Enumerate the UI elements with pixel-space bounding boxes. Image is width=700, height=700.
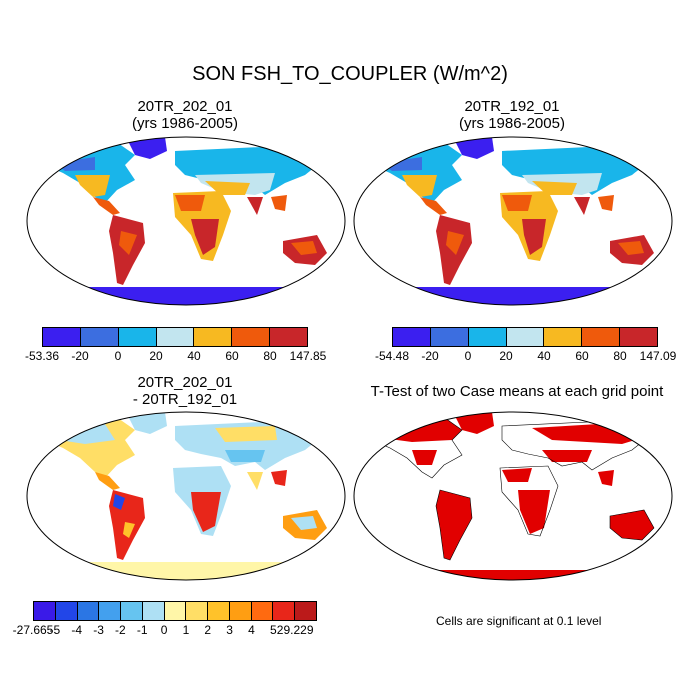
map-panel3 — [26, 411, 346, 581]
colorbar-swatch — [194, 328, 233, 346]
colorbar-swatch — [506, 328, 545, 346]
colorbar-tick-label: -4 — [71, 623, 83, 637]
colorbar-swatch — [43, 328, 81, 346]
colorbar-tick-label: -27.665 — [12, 623, 54, 637]
australia — [610, 510, 654, 540]
map-panel4 — [353, 411, 673, 581]
colorbar-tick-label: -1 — [136, 623, 148, 637]
colorbar-tick-label: -3 — [93, 623, 104, 637]
map-panel1 — [26, 136, 346, 306]
map-panel2 — [353, 136, 673, 306]
colorbar-swatch — [77, 602, 100, 620]
colorbar-tick-label: 4 — [248, 623, 255, 637]
colorbar-swatch — [582, 328, 621, 346]
panel3-title: 20TR_202_01 - 20TR_192_01 — [25, 374, 345, 408]
panel1-title: 20TR_202_01 (yrs 1986-2005) — [25, 98, 345, 132]
colorbar-panel3 — [33, 601, 317, 621]
colorbar-tick-label: 29.229 — [276, 623, 314, 637]
colorbar-swatch — [99, 602, 122, 620]
panel4-title: T-Test of two Case means at each grid po… — [370, 383, 664, 400]
colorbar-tick-label: 3 — [226, 623, 233, 637]
colorbar-swatch — [620, 328, 658, 346]
colorbar-swatch — [142, 602, 165, 620]
colorbar-swatch — [156, 328, 195, 346]
colorbar-tick-label: -20 — [71, 349, 89, 363]
colorbar-swatch — [80, 328, 119, 346]
colorbar-tick-label: 20 — [499, 349, 513, 363]
colorbar-swatch — [208, 602, 230, 620]
panel2-title-line2: (yrs 1986-2005) — [459, 115, 565, 132]
eurasia — [175, 145, 325, 195]
panel1-title-line1: 20TR_202_01 — [137, 98, 233, 115]
colorbar-tick-label: 147.09 — [639, 349, 677, 363]
antarctica — [354, 287, 672, 305]
colorbar-swatch — [295, 602, 316, 620]
colorbar-tick-label: 60 — [225, 349, 239, 363]
colorbar-swatch — [430, 328, 469, 346]
colorbar-tick-label: -2 — [115, 623, 126, 637]
eurasia — [502, 145, 652, 195]
colorbar-tick-label: -20 — [421, 349, 439, 363]
eurasia — [175, 420, 325, 470]
colorbar-swatch — [121, 602, 143, 620]
colorbar-swatch — [251, 602, 274, 620]
greenland — [127, 412, 167, 434]
colorbar-tick-label: 147.85 — [289, 349, 327, 363]
colorbar-swatch — [164, 602, 187, 620]
colorbar-tick-label: -5 — [49, 623, 61, 637]
colorbar-tick-label: 2 — [204, 623, 212, 637]
colorbar-tick-label: 80 — [263, 349, 277, 363]
colorbar-tick-label: 40 — [187, 349, 201, 363]
colorbar-tick-label: 80 — [613, 349, 627, 363]
colorbar-swatch — [34, 602, 56, 620]
colorbar-tick-label: 1 — [182, 623, 190, 637]
colorbar-tick-label: 0 — [464, 349, 472, 363]
colorbar-swatch — [468, 328, 507, 346]
colorbar-tick-label: -53.36 — [24, 349, 60, 363]
colorbar-tick-label: 0 — [160, 623, 168, 637]
colorbar-tick-label: 40 — [537, 349, 551, 363]
panel2-title: 20TR_192_01 (yrs 1986-2005) — [352, 98, 672, 132]
panel2-title-line1: 20TR_192_01 — [464, 98, 560, 115]
colorbar-swatch — [118, 328, 157, 346]
antarctica — [27, 287, 345, 305]
colorbar-swatch — [393, 328, 431, 346]
colorbar-swatch — [229, 602, 252, 620]
colorbar-swatch — [270, 328, 308, 346]
colorbar-panel2 — [392, 327, 658, 347]
colorbar-tick-label: 20 — [149, 349, 163, 363]
colorbar-swatch — [544, 328, 583, 346]
greenland — [454, 137, 494, 159]
colorbar-panel1 — [42, 327, 308, 347]
greenland — [127, 137, 167, 159]
colorbar-swatch — [232, 328, 271, 346]
significance-note: Cells are significant at 0.1 level — [436, 614, 602, 628]
panel1-title-line2: (yrs 1986-2005) — [132, 115, 238, 132]
colorbar-swatch — [186, 602, 209, 620]
colorbar-swatch — [273, 602, 296, 620]
colorbar-tick-label: 60 — [575, 349, 589, 363]
panel3-title-line2: - 20TR_192_01 — [132, 391, 238, 408]
colorbar-tick-label: 0 — [114, 349, 122, 363]
south-america — [436, 490, 472, 560]
colorbar-tick-label: -54.48 — [374, 349, 410, 363]
panel3-title-line1: 20TR_202_01 — [137, 374, 233, 391]
colorbar-swatch — [55, 602, 78, 620]
colorbar-tick-label: 5 — [269, 623, 277, 637]
figure-title: SON FSH_TO_COUPLER (W/m^2) — [192, 63, 508, 85]
africa — [518, 490, 550, 534]
antarctica — [27, 562, 345, 580]
